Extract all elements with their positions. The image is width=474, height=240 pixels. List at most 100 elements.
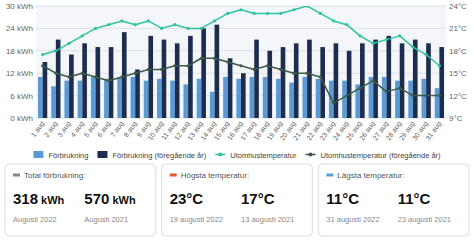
card-value: 11°C (398, 190, 431, 207)
bar (223, 77, 228, 118)
card-value-number: 11°C (326, 190, 359, 207)
line-marker (279, 12, 282, 15)
bar (135, 69, 140, 118)
line-marker (438, 94, 441, 97)
bar (263, 77, 268, 118)
bar (78, 81, 83, 118)
line-marker (332, 101, 335, 104)
legend-label: Utomhustemperatur (föregående år) (321, 151, 442, 160)
y-tick-label: 12 kWh (6, 69, 33, 78)
card-value-unit: kWh (38, 194, 65, 206)
line-marker (398, 34, 401, 37)
line-marker (41, 53, 44, 56)
bar (400, 43, 405, 118)
line-marker (425, 94, 428, 97)
bar (334, 43, 339, 118)
bar (373, 40, 378, 118)
card-label: Lägsta temperatur: (337, 171, 404, 180)
card-value: 570 kWh (84, 190, 136, 207)
card-box (162, 164, 313, 236)
line-marker (306, 6, 309, 8)
line-marker (81, 34, 84, 37)
line-marker (345, 23, 348, 26)
line-marker (186, 27, 189, 30)
bar (51, 86, 56, 118)
line-marker (239, 8, 242, 11)
bar (157, 79, 162, 118)
legend-label: Förbrukning (föregående år) (112, 151, 206, 160)
line-marker (332, 19, 335, 22)
bar (131, 77, 136, 118)
card-subtitle: 23 augusti 2021 (398, 215, 451, 224)
line-marker (411, 45, 414, 48)
card-label: Total förbrukning: (24, 171, 85, 180)
legend-swatch (97, 151, 107, 158)
card-subtitle: Augusti 2021 (84, 215, 128, 224)
bar (439, 47, 444, 118)
y2-tick-label: 12°C (449, 92, 467, 101)
legend-swatch (218, 153, 222, 157)
legend-item: Utomhustemperatur (215, 151, 297, 160)
bar (422, 79, 427, 118)
line-marker (372, 42, 375, 45)
bar (254, 40, 259, 118)
card-box (5, 164, 156, 236)
bar (144, 81, 149, 118)
bar (170, 81, 175, 118)
bar (148, 36, 153, 118)
y2-tick-label: 9°C (449, 114, 463, 123)
line-marker (425, 53, 428, 56)
card-subtitle: Augusti 2022 (13, 215, 57, 224)
line-marker (358, 87, 361, 90)
legend-label: Utomhustemperatur (230, 151, 297, 160)
bar (281, 47, 286, 118)
line-marker (385, 90, 388, 93)
grid-line (36, 6, 446, 7)
bar (228, 58, 233, 118)
line-marker (173, 23, 176, 26)
legend-swatch (309, 153, 313, 157)
info-card: Högsta temperatur:23°C19 augusti 202217°… (162, 164, 313, 236)
card-value-number: 17°C (241, 190, 275, 207)
line-marker (398, 87, 401, 90)
card-subtitle: 31 augusti 2022 (326, 215, 379, 224)
card-value-unit: kWh (109, 194, 136, 206)
bar (303, 77, 308, 118)
bar (382, 77, 387, 118)
line-marker (186, 64, 189, 67)
bar (188, 36, 193, 118)
line-marker (120, 75, 123, 78)
bar (162, 40, 167, 118)
bar (96, 47, 101, 118)
y-tick-label: 6 kWh (10, 92, 33, 101)
line-marker (279, 68, 282, 71)
line-marker (107, 23, 110, 26)
line-marker (239, 64, 242, 67)
bar (342, 81, 347, 118)
line-marker (253, 12, 256, 15)
chart: 0 kWh6 kWh12 kWh18 kWh24 kWh30 kWh9°C12°… (0, 0, 474, 240)
bar (64, 81, 69, 118)
bar (201, 28, 206, 118)
card-value: 17°C (241, 190, 275, 207)
legend-label: Förbrukning (48, 151, 88, 160)
bar (43, 62, 48, 118)
line-marker (107, 79, 110, 82)
legend-item: Förbrukning (föregående år) (97, 151, 206, 160)
y-tick-label: 24 kWh (6, 24, 33, 33)
line (43, 58, 440, 103)
bar (408, 81, 413, 118)
line-marker (54, 49, 57, 52)
line-marker (266, 12, 269, 15)
legend-item: Utomhustemperatur (föregående år) (306, 151, 442, 160)
bar (289, 83, 294, 118)
bar (215, 25, 220, 118)
card-icon (13, 174, 20, 177)
card-value: 11°C (326, 190, 359, 207)
card-value: 318 kWh (13, 190, 65, 207)
bar (175, 43, 180, 118)
card-value-number: 23°C (170, 190, 204, 207)
y-tick-label: 30 kWh (6, 2, 33, 11)
card-value-number: 570 (84, 190, 109, 207)
line-marker (94, 27, 97, 30)
